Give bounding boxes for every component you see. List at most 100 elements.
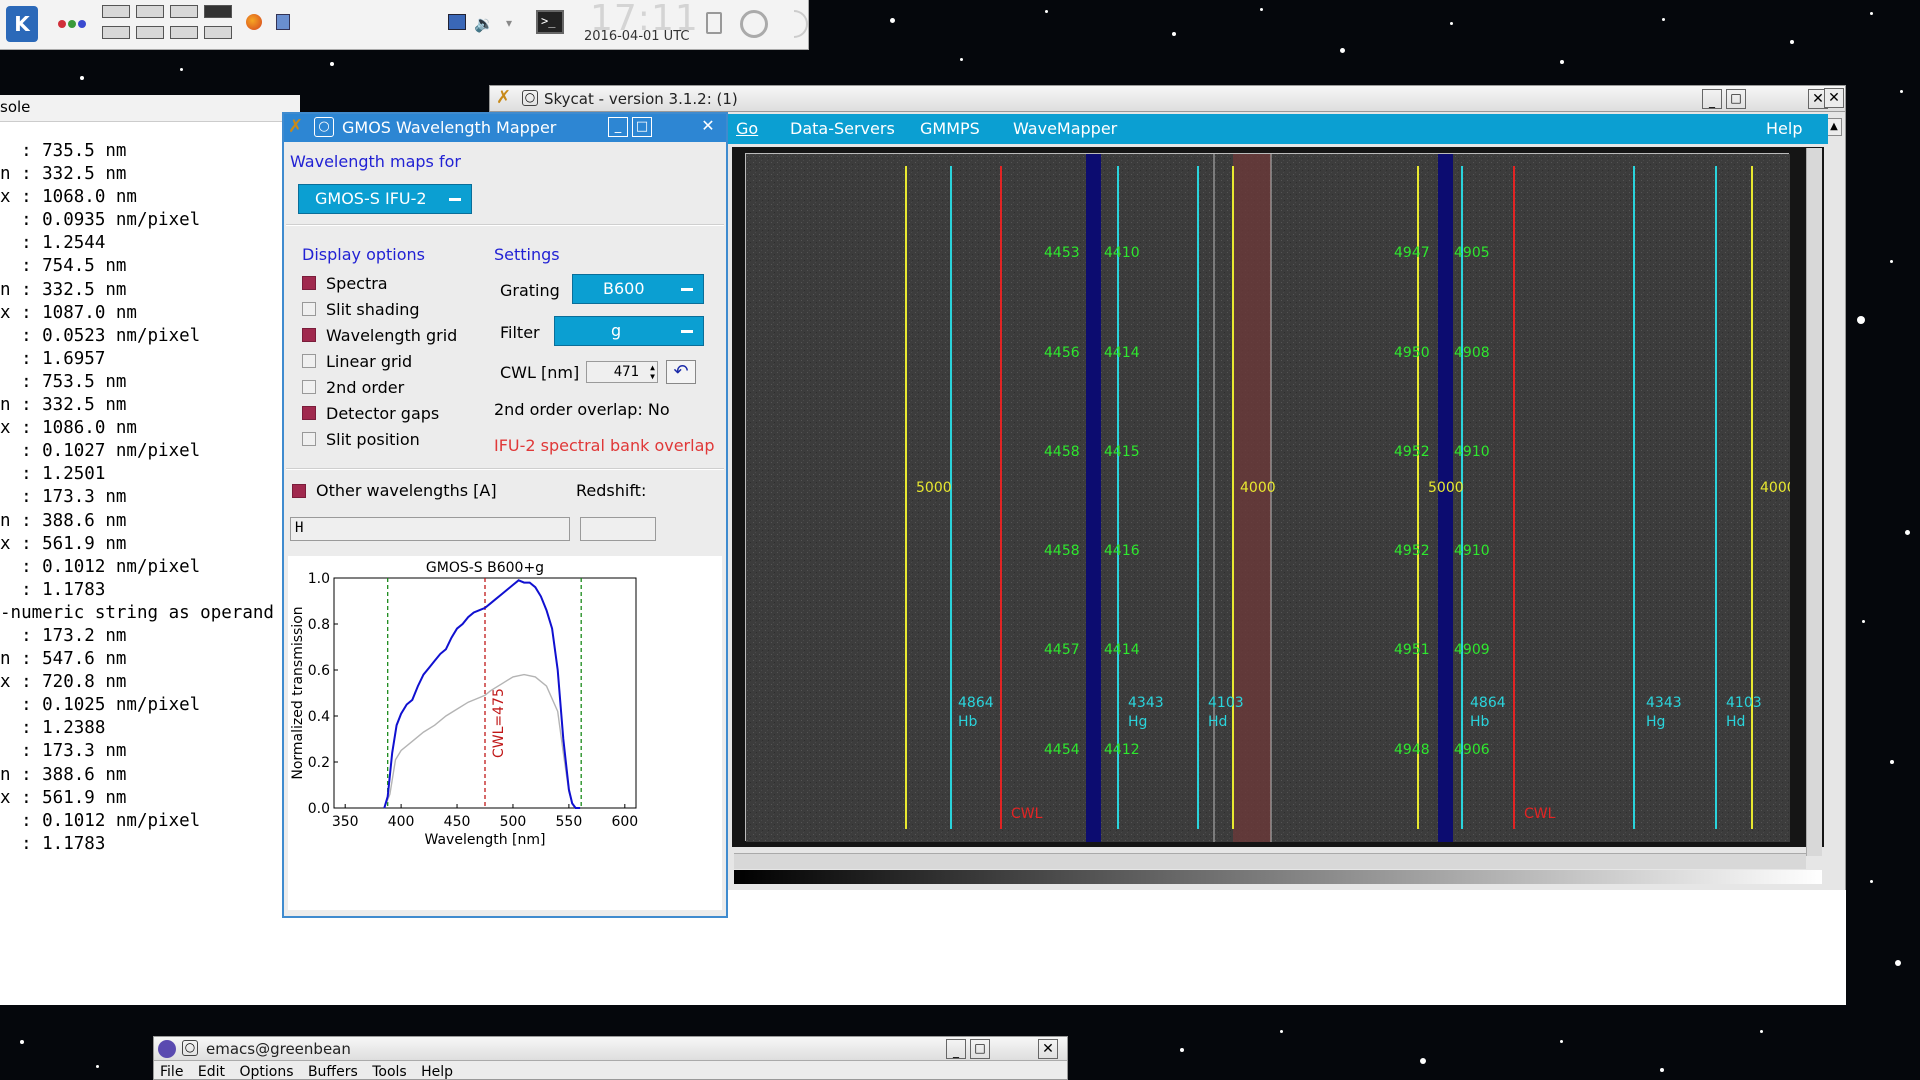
tray-expand-icon[interactable]: ▾ [506,16,513,30]
terminal-icon[interactable]: >_ [536,10,564,34]
desktop-pager-2[interactable] [136,5,164,18]
emacs-titlebar[interactable]: ○ emacs@greenbean _ □ ✕ [154,1037,1067,1061]
redshift-input[interactable] [580,517,656,541]
option-checkbox[interactable] [302,276,316,290]
desktop-pager-3[interactable] [170,5,198,18]
line-label: 4864 [1470,695,1506,711]
image-horizontal-scrollbar[interactable] [734,853,1806,869]
emacs-close-button[interactable]: ✕ [1038,1039,1058,1059]
instrument-dropdown[interactable]: GMOS-S IFU-2 [298,184,472,214]
option-checkbox[interactable] [302,432,316,446]
gmos-titlebar[interactable]: ✗ ○ GMOS Wavelength Mapper _ □ ✕ [284,114,726,142]
gmos-maximize-button[interactable]: □ [632,117,652,137]
clock-time[interactable]: 17:11 [590,0,699,39]
line-label: Hg [1646,714,1665,730]
volume-icon[interactable]: 🔉 [474,14,494,33]
x-tick-label: 550 [556,814,583,830]
other-wavelengths-input[interactable]: H [290,517,570,541]
gmos-close-button[interactable]: ✕ [701,116,715,135]
emacs-minimize-button[interactable]: _ [946,1039,966,1059]
grid-label: 4458 [1044,543,1080,559]
console-line: n : 388.6 nm [0,510,127,531]
cwl-value: 471 [613,364,639,380]
emacs-menu-item[interactable]: Help [421,1064,454,1080]
desktop-pager-8[interactable] [204,26,232,39]
gmos-menu-button[interactable]: ○ [314,117,334,137]
filter-dropdown[interactable]: g [554,316,704,346]
menu-help[interactable]: Help [1766,119,1803,138]
line-label: Hb [1470,714,1490,730]
other-wavelengths-label: Other wavelengths [A] [316,481,497,500]
skycat-maximize-button[interactable]: □ [1726,89,1746,109]
x-tick-label: 500 [500,814,527,830]
option-checkbox[interactable] [302,406,316,420]
emacs-menu-item[interactable]: Edit [197,1064,226,1080]
dropdown-arrow-icon [681,288,693,291]
desktop-pager-6[interactable] [136,26,164,39]
image-frame[interactable]: 4453 4410 4947 4905 4456 4414 4950 4908 … [745,153,1790,842]
menu-go[interactable]: Go [736,119,759,138]
grid-label: 4947 [1394,245,1430,261]
emacs-menu-item[interactable]: File [160,1064,184,1080]
calculator-icon[interactable] [276,14,290,30]
colormap-bar[interactable] [734,870,1822,884]
option-checkbox[interactable] [302,328,316,342]
grid-label: 4458 [1044,444,1080,460]
cwl-spinbox[interactable]: 471 ▲ ▼ [586,361,658,383]
console-line: x : 1087.0 nm [0,302,137,323]
console-line: x : 561.9 nm [0,533,127,554]
grid-label: 4910 [1454,444,1490,460]
spin-arrows-icon[interactable]: ▲ ▼ [650,363,655,381]
image-vertical-scrollbar[interactable] [1806,148,1822,856]
desktop-pager-4[interactable] [204,5,232,18]
menu-wavemapper[interactable]: WaveMapper [1013,119,1118,138]
desktop-pager-1[interactable] [102,5,130,18]
emacs-menu-icon[interactable]: ○ [182,1040,198,1056]
line-label: 4103 [1208,695,1244,711]
emacs-menu-item[interactable]: Tools [372,1064,407,1080]
emacs-maximize-button[interactable]: □ [970,1039,990,1059]
other-wavelengths-checkbox[interactable] [292,484,306,498]
line-label: Hd [1726,714,1745,730]
option-checkbox[interactable] [302,354,316,368]
console-line: : 1.6957 [0,348,106,369]
network-icon[interactable] [740,10,768,38]
grid-label: 4951 [1394,642,1430,658]
firefox-icon[interactable] [246,14,262,30]
grid-label: 4453 [1044,245,1080,261]
keyboard-layout-icon[interactable] [448,14,466,30]
skycat-titlebar[interactable]: ✗ ○ Skycat - version 3.1.2: (1) _ □ ✕ [490,86,1845,112]
console-line: x : 1086.0 nm [0,418,137,439]
clipboard-icon[interactable] [706,12,722,34]
x-tick-label: 450 [444,814,471,830]
gmos-minimize-button[interactable]: _ [608,117,628,137]
grating-dropdown[interactable]: B600 [572,274,704,304]
grid-label: 4948 [1394,742,1430,758]
skycat-minimize-button[interactable]: _ [1702,89,1722,109]
option-checkbox[interactable] [302,380,316,394]
skycat-menu-icon[interactable]: ○ [522,90,538,106]
panel-toolbox-icon[interactable] [794,10,808,38]
option-checkbox[interactable] [302,302,316,316]
option-label: Wavelength grid [326,326,458,345]
skycat-side-up-button[interactable]: ▲ [1826,118,1842,136]
emacs-menu-item[interactable]: Options [239,1064,294,1080]
reset-cwl-button[interactable]: ↶ [666,360,696,384]
console-titlebar[interactable]: sole [0,95,300,122]
menu-data-servers[interactable]: Data-Servers [790,119,895,138]
kde-menu-icon[interactable]: K [6,6,38,42]
cwl-marker-label: CWL [1011,806,1043,822]
transmission-plot[interactable]: GMOS-S B600+g 350 400 450 500 550 600 0.0 0.2 0.4… [288,556,722,910]
console-output[interactable]: : 735.5 nm n : 332.5 nm x : 1068.0 nm : 0.… [0,140,274,856]
grid-label: 4414 [1104,642,1140,658]
grating-value: B600 [603,279,645,298]
skycat-side-close-button[interactable]: ✕ [1824,88,1844,108]
console-line: -numeric string as operand [0,602,274,623]
desktop-pager-5[interactable] [102,26,130,39]
y-tick-label: 1.0 [308,571,330,587]
desktop-pager-7[interactable] [170,26,198,39]
menu-gmmps[interactable]: GMMPS [920,119,980,138]
console-title: sole [0,98,31,116]
activities-icon[interactable] [58,20,88,30]
emacs-menu-item[interactable]: Buffers [307,1064,358,1080]
